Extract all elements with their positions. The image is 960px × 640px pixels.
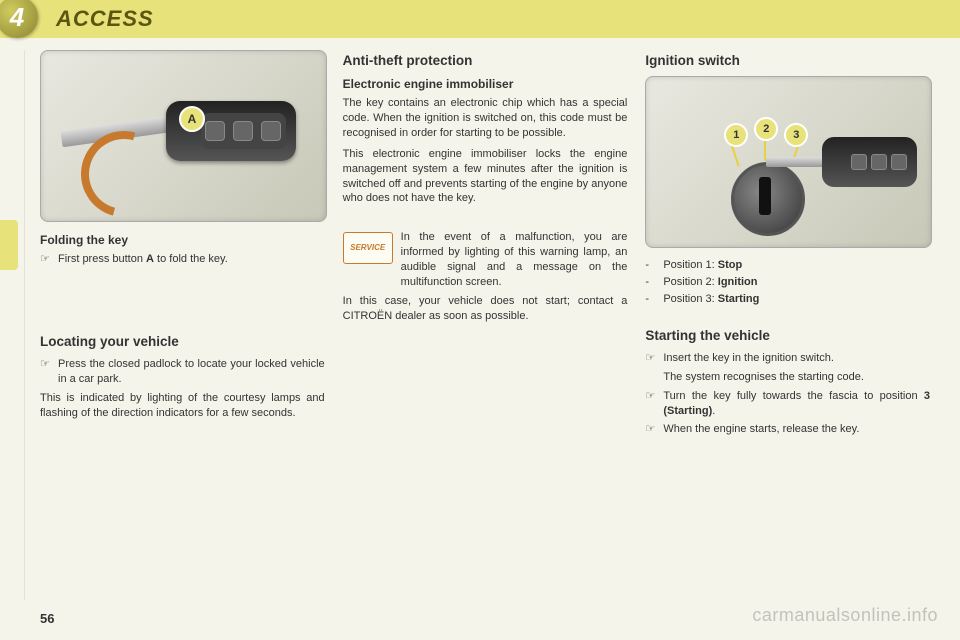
start-step-3-text: When the engine starts, release the key. xyxy=(663,422,930,437)
watermark: carmanualsonline.info xyxy=(752,605,938,626)
chapter-header: 4 ACCESS xyxy=(0,0,960,38)
pos2-marker: 2 xyxy=(754,117,778,141)
bullet-icon: ☞ xyxy=(645,389,663,419)
side-tab xyxy=(0,220,18,270)
start-step-3: ☞ When the engine starts, release the ke… xyxy=(645,422,930,437)
position-3: - Position 3: Starting xyxy=(645,292,930,307)
folding-key-image: A xyxy=(40,50,327,222)
position-2: - Position 2: Ignition xyxy=(645,275,930,290)
pos1-marker: 1 xyxy=(724,123,748,147)
position-1: - Position 1: Stop xyxy=(645,258,930,273)
heading-locating: Locating your vehicle xyxy=(40,333,325,351)
label-a-marker: A xyxy=(179,106,205,132)
column-1: A Folding the key ☞ First press button A… xyxy=(40,50,325,600)
bullet-icon: ☞ xyxy=(645,422,663,437)
dash-icon: - xyxy=(645,292,663,307)
key-buttons xyxy=(201,113,286,149)
start-step-2-text: Turn the key fully towards the fascia to… xyxy=(663,389,930,419)
locating-bullet-text: Press the closed padlock to locate your … xyxy=(58,357,325,387)
chapter-badge: 4 xyxy=(0,0,38,38)
column-2: Anti-theft protection Electronic engine … xyxy=(343,50,628,600)
folding-bullet-text: First press button A to fold the key. xyxy=(58,252,325,267)
immobiliser-p3: In this case, your vehicle does not star… xyxy=(343,294,628,324)
ignition-slot xyxy=(759,177,771,215)
heading-ignition: Ignition switch xyxy=(645,52,930,70)
locating-bullet: ☞ Press the closed padlock to locate you… xyxy=(40,357,325,387)
bullet-icon: ☞ xyxy=(40,357,58,387)
locating-paragraph: This is indicated by lighting of the cou… xyxy=(40,391,325,421)
page-content: A Folding the key ☞ First press button A… xyxy=(40,50,930,600)
start-step-2: ☞ Turn the key fully towards the fascia … xyxy=(645,389,930,419)
page-number: 56 xyxy=(40,611,54,626)
key2-buttons xyxy=(849,147,909,177)
heading-folding-key: Folding the key xyxy=(40,232,325,248)
service-warning-row: SERVICE In the event of a malfunction, y… xyxy=(343,230,628,289)
bullet-icon: ☞ xyxy=(40,252,58,267)
key2-blade xyxy=(766,157,826,167)
start-step-1: ☞ Insert the key in the ignition switch.… xyxy=(645,351,930,385)
heading-immobiliser: Electronic engine immobiliser xyxy=(343,76,628,92)
chapter-title: ACCESS xyxy=(56,6,154,32)
immobiliser-p1: The key contains an electronic chip whic… xyxy=(343,96,628,141)
dash-icon: - xyxy=(645,258,663,273)
folding-bullet: ☞ First press button A to fold the key. xyxy=(40,252,325,267)
heading-starting: Starting the vehicle xyxy=(645,327,930,345)
chapter-number: 4 xyxy=(10,2,24,33)
start-step-1-text: Insert the key in the ignition switch. T… xyxy=(663,351,930,385)
immobiliser-p2: This electronic engine immobiliser locks… xyxy=(343,147,628,206)
side-rule xyxy=(24,50,25,600)
dash-icon: - xyxy=(645,275,663,290)
heading-anti-theft: Anti-theft protection xyxy=(343,52,628,70)
service-warning-text: In the event of a malfunction, you are i… xyxy=(401,230,628,289)
bullet-icon: ☞ xyxy=(645,351,663,385)
pos3-marker: 3 xyxy=(784,123,808,147)
ignition-switch-image: 1 2 3 xyxy=(645,76,932,248)
column-3: Ignition switch 1 2 3 - Position 1: Stop… xyxy=(645,50,930,600)
service-warning-icon: SERVICE xyxy=(343,232,393,264)
